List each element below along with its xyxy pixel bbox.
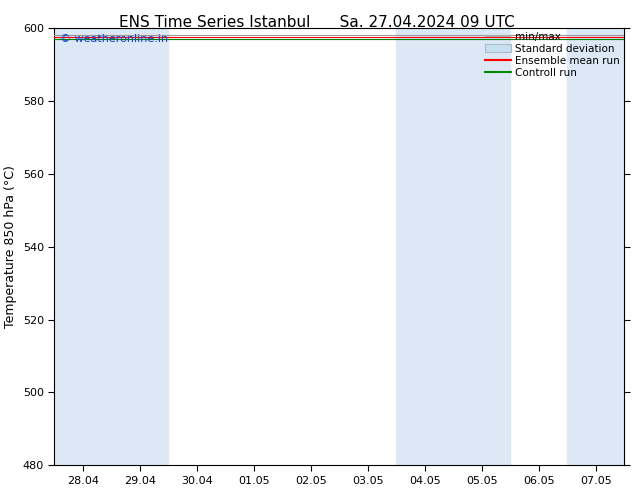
Bar bbox=[112, 28, 169, 465]
Bar bbox=[55, 28, 112, 465]
Text: © weatheronline.in: © weatheronline.in bbox=[60, 34, 168, 44]
Bar bbox=[396, 28, 453, 465]
Bar bbox=[453, 28, 510, 465]
Text: ENS Time Series Istanbul      Sa. 27.04.2024 09 UTC: ENS Time Series Istanbul Sa. 27.04.2024 … bbox=[119, 15, 515, 30]
Legend: min/max, Standard deviation, Ensemble mean run, Controll run: min/max, Standard deviation, Ensemble me… bbox=[483, 30, 622, 80]
Y-axis label: Temperature 850 hPa (°C): Temperature 850 hPa (°C) bbox=[4, 165, 17, 328]
Bar bbox=[567, 28, 624, 465]
